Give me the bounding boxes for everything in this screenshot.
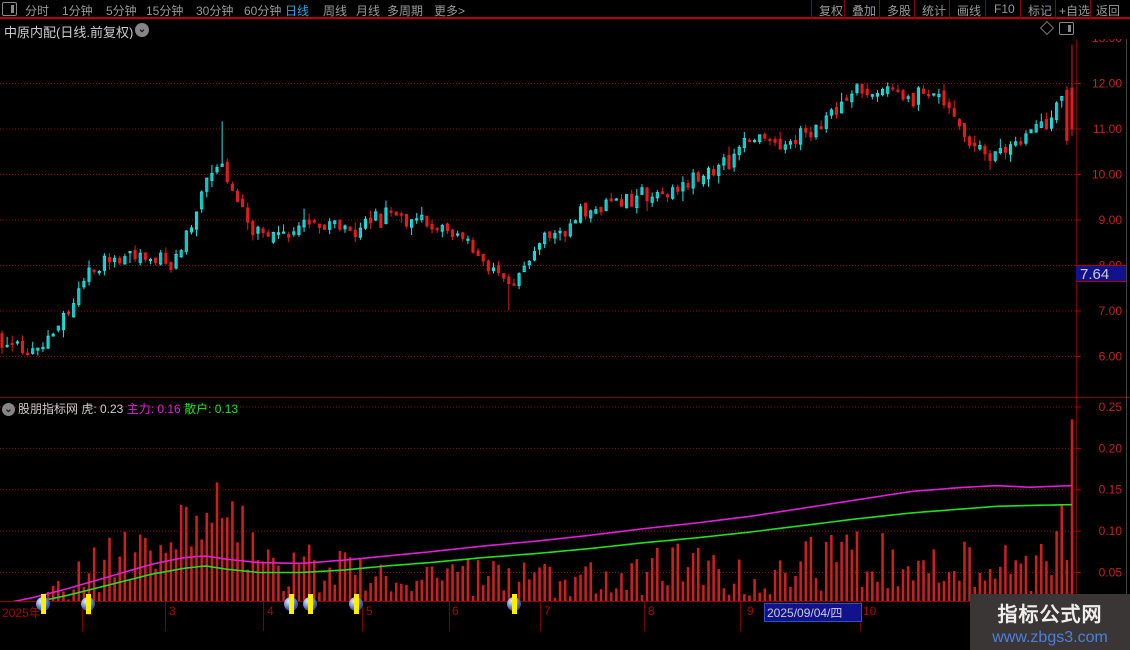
svg-text:10.00: 10.00: [1092, 168, 1122, 182]
svg-text:7.00: 7.00: [1099, 304, 1123, 318]
svg-text:12.00: 12.00: [1092, 77, 1122, 91]
svg-text:0.05: 0.05: [1099, 566, 1123, 580]
svg-text:13.00: 13.00: [1092, 39, 1122, 45]
svg-text:11.00: 11.00: [1093, 122, 1122, 136]
svg-text:6.00: 6.00: [1099, 350, 1123, 364]
svg-text:0.25: 0.25: [1099, 400, 1123, 414]
svg-text:9.00: 9.00: [1099, 213, 1123, 227]
svg-text:0.15: 0.15: [1099, 483, 1123, 497]
svg-text:0.10: 0.10: [1099, 524, 1123, 538]
svg-text:0.20: 0.20: [1099, 441, 1123, 455]
